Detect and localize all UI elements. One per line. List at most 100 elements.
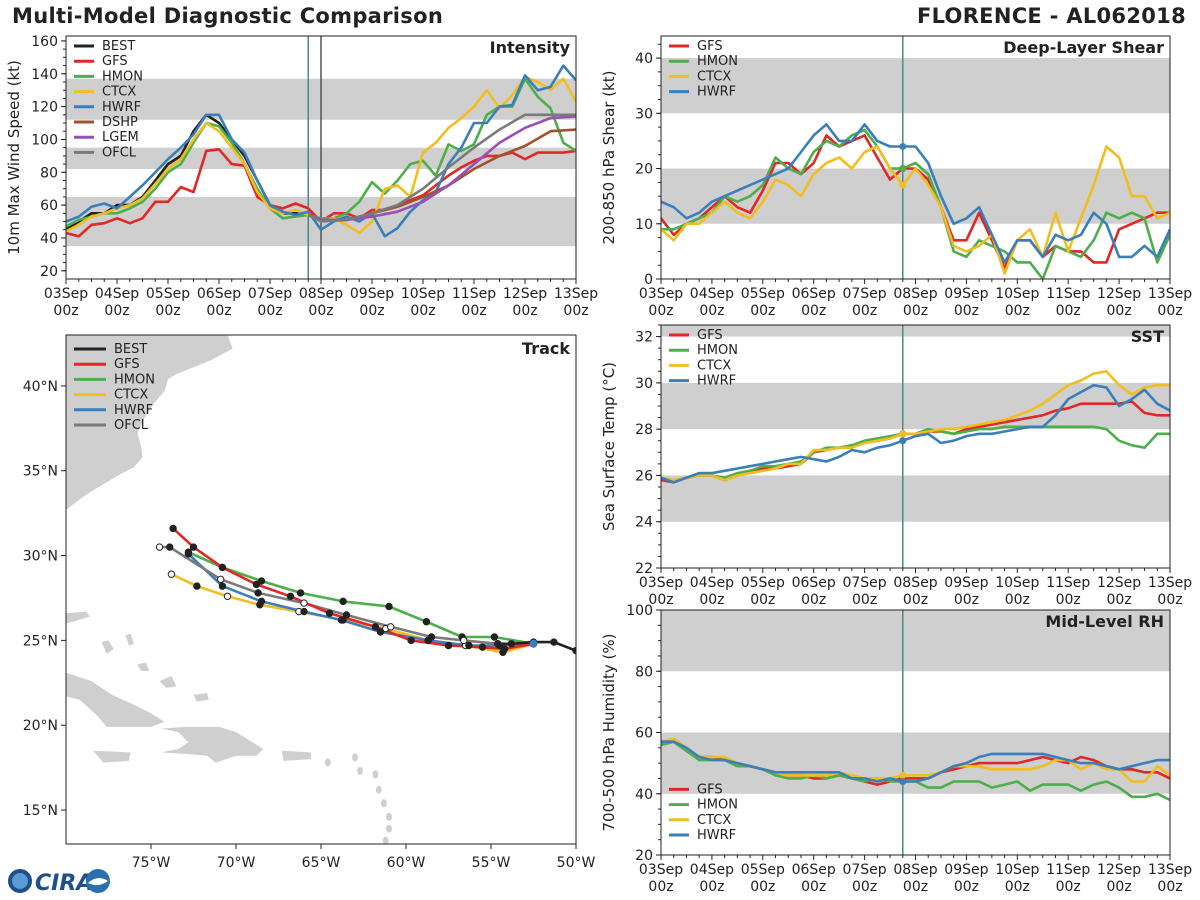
intensity-legend-label: DSHP	[102, 115, 138, 130]
sst-ytick-label: 30	[635, 376, 653, 392]
track-ytick-label: 15°N	[23, 803, 58, 819]
intensity-legend-label: CTCX	[102, 85, 136, 100]
shear-ytick-label: 10	[635, 217, 653, 233]
turks-caicos-land	[193, 693, 209, 702]
track-legend-label: OFCL	[114, 418, 149, 433]
track-xtick-label: 75°W	[132, 855, 171, 871]
rh-series-hwrf	[661, 740, 1170, 783]
track-init-point	[529, 639, 538, 648]
rh-xtick-label: 00z	[1056, 879, 1081, 895]
sst-xtick-label: 12Sep	[1097, 575, 1141, 591]
shear-xtick-label: 06Sep	[792, 286, 836, 302]
track-map-area	[66, 335, 576, 844]
shear-xtick-label: 10Sep	[995, 286, 1039, 302]
intensity-ytick-label: 40	[40, 231, 58, 247]
shear-xtick-label: 00z	[903, 303, 928, 319]
shear-xtick-label: 00z	[1107, 303, 1132, 319]
track-point-ofcl	[217, 575, 225, 584]
sst-xtick-label: 00z	[801, 592, 826, 608]
rh-xtick-label: 00z	[750, 879, 775, 895]
track-point-gfs	[252, 580, 261, 589]
bahamas-land	[159, 676, 177, 688]
track-point-ofcl	[460, 636, 468, 645]
sst-xtick-label: 00z	[648, 592, 673, 608]
sst-xtick-label: 00z	[1056, 592, 1081, 608]
cira-logo-text: CIRA	[35, 871, 93, 896]
intensity-xtick-label: 00z	[359, 303, 384, 319]
bahamas-land	[66, 611, 90, 624]
sst-band	[661, 325, 1170, 337]
sst-init-point	[899, 437, 907, 445]
sst-legend-label: HWRF	[697, 374, 736, 389]
intensity-xtick-label: 09Sep	[350, 286, 394, 302]
shear-legend-label: CTCX	[697, 69, 731, 84]
sst-xtick-label: 09Sep	[944, 575, 988, 591]
shear-xtick-label: 09Sep	[944, 286, 988, 302]
sst-frame	[660, 324, 1171, 569]
rh-ytick-label: 60	[635, 726, 653, 742]
track-point-gfs	[169, 524, 177, 533]
track-legend-label: HWRF	[114, 403, 153, 418]
intensity-series-ofcl	[307, 113, 576, 223]
sst-xtick-label: 00z	[750, 592, 775, 608]
sst-ytick-label: 32	[635, 330, 653, 346]
shear-xtick-label: 00z	[1157, 303, 1182, 319]
rh-xtick-label: 13Sep	[1148, 862, 1192, 878]
shear-xtick-label: 00z	[1005, 303, 1030, 319]
shear-band	[661, 168, 1170, 224]
rh-legend-label: HWRF	[697, 828, 736, 843]
rh-xtick-label: 00z	[1005, 879, 1030, 895]
intensity-ytick-label: 160	[31, 34, 58, 50]
track-ytick-label: 25°N	[23, 633, 58, 649]
track-point-ofcl	[494, 640, 502, 648]
sst-series-hwrf	[661, 383, 1170, 484]
rh-ytick-label: 80	[635, 664, 653, 680]
sst-title: SST	[1131, 327, 1164, 346]
shear-xtick-label: 11Sep	[1046, 286, 1090, 302]
intensity-ytick-label: 120	[31, 100, 58, 116]
bahamas-land	[137, 662, 150, 671]
shear-init-point	[899, 181, 907, 189]
rh-xtick-label: 04Sep	[690, 862, 734, 878]
jamaica-land	[93, 750, 131, 763]
rh-legend-label: CTCX	[697, 813, 731, 828]
track-point-hmon	[296, 589, 305, 597]
shear-xtick-label: 00z	[648, 303, 673, 319]
track-point-ofcl	[300, 599, 308, 607]
intensity-legend-label: BEST	[102, 39, 135, 54]
track-point-hmon	[218, 563, 227, 572]
shear-xtick-label: 05Sep	[741, 286, 785, 302]
rh-xtick-label: 09Sep	[944, 862, 988, 878]
sst-xtick-label: 00z	[699, 592, 724, 608]
track-point-best	[507, 640, 516, 648]
intensity-xtick-label: 00z	[257, 303, 282, 319]
rh-legend-label: HMON	[697, 798, 738, 813]
track-point-gfs	[444, 641, 453, 650]
rh-ytick-label: 40	[635, 787, 653, 803]
shear-xtick-label: 00z	[954, 303, 979, 319]
sst-legend-label: HMON	[697, 343, 738, 358]
sst-ytick-label: 28	[635, 422, 653, 438]
sst-band	[661, 382, 1170, 430]
track-legend-label: CTCX	[114, 388, 148, 403]
intensity-series-hmon	[66, 77, 576, 228]
rh-xtick-label: 00z	[1107, 879, 1132, 895]
intensity-xtick-label: 07Sep	[248, 286, 292, 302]
lesser-antilles-land	[352, 753, 358, 762]
track-title: Track	[522, 339, 570, 358]
track-point-hmon	[257, 577, 266, 585]
track-ytick-label: 30°N	[23, 549, 58, 565]
intensity-xtick-label: 03Sep	[44, 286, 88, 302]
intensity-xtick-label: 13Sep	[554, 286, 598, 302]
shear-legend-label: HWRF	[697, 85, 736, 100]
rh-init-point	[899, 778, 907, 785]
shear-init-point	[899, 142, 907, 150]
sst-ylabel: Sea Surface Temp (°C)	[600, 362, 618, 531]
lesser-antilles-land	[380, 799, 387, 808]
shear-legend-label: GFS	[697, 39, 723, 54]
sst-xtick-label: 13Sep	[1148, 575, 1192, 591]
track-point-ctcx	[499, 648, 507, 656]
lesser-antilles-land	[357, 767, 364, 776]
track-point-ofcl	[342, 611, 351, 619]
bahamas-land	[101, 640, 114, 654]
